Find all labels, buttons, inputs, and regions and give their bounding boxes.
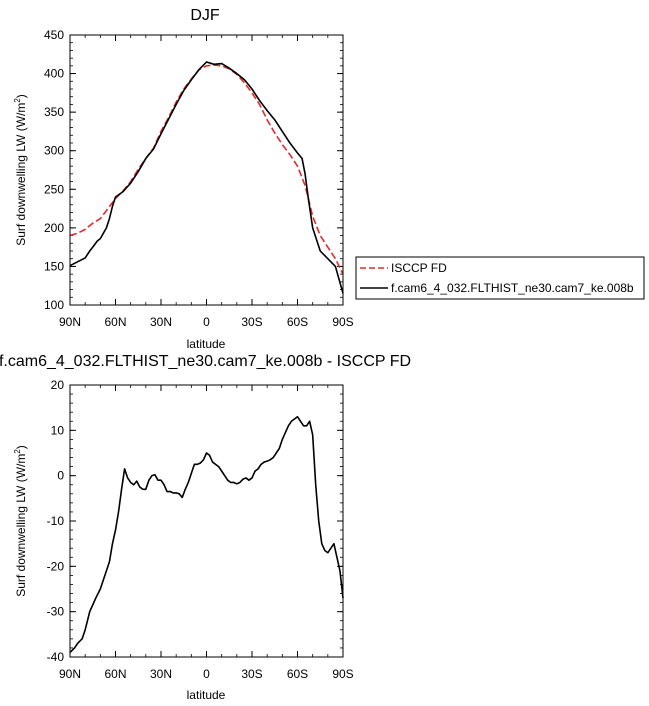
top-xlabel: latitude — [187, 337, 226, 351]
top-plot-frame — [69, 34, 344, 306]
bottom-xtick-labels: 90N 60N 30N 0 30S 60S 90S — [59, 667, 354, 681]
bottom-xtick-label: 90S — [332, 667, 353, 681]
top-panel: DJF 100 150 200 250 300 350 400 450 90N 60N 30N 0 3… — [13, 7, 645, 351]
bottom-ticks — [69, 384, 344, 658]
top-series-line-1 — [69, 61, 344, 294]
bottom-xtick-label: 30N — [150, 667, 172, 681]
bottom-plot-frame — [69, 384, 344, 658]
legend-box — [355, 256, 645, 300]
top-ytick-label: 150 — [44, 259, 64, 273]
legend-label-isccp: ISCCP FD — [391, 261, 447, 275]
top-ylabel-main: Surf downwelling LW (W/m — [14, 103, 28, 246]
bottom-ytick-label: -20 — [47, 559, 65, 573]
bottom-ytick-label: 0 — [57, 469, 64, 483]
bottom-series-line-0 — [69, 415, 344, 654]
top-ytick-label: 250 — [44, 182, 64, 196]
bottom-ytick-label: -10 — [47, 514, 65, 528]
bottom-ylabel-sup: 2 — [13, 449, 22, 454]
legend-label-model: f.cam6_4_032.FLTHIST_ne30.cam7_ke.008b — [391, 281, 634, 295]
bottom-title: f.cam6_4_032.FLTHIST_ne30.cam7_ke.008b -… — [0, 353, 411, 370]
bottom-ytick-label: -40 — [47, 650, 65, 664]
top-xtick-labels: 90N 60N 30N 0 30S 60S 90S — [59, 315, 354, 329]
top-ytick-label: 450 — [44, 28, 64, 42]
top-ticks — [69, 34, 344, 306]
bottom-ylabel-close: ) — [14, 445, 28, 449]
top-xtick-label: 60S — [287, 315, 308, 329]
top-ytick-label: 200 — [44, 221, 64, 235]
bottom-xtick-label: 60S — [287, 667, 308, 681]
top-ylabel-close: ) — [14, 94, 28, 98]
bottom-xtick-label: 60N — [104, 667, 126, 681]
top-xtick-label: 30S — [241, 315, 262, 329]
top-xtick-label: 30N — [150, 315, 172, 329]
bottom-ytick-label: -30 — [47, 605, 65, 619]
top-xtick-label: 0 — [203, 315, 210, 329]
top-ytick-label: 300 — [44, 144, 64, 158]
top-ytick-label: 400 — [44, 67, 64, 81]
bottom-ylabel-main: Surf downwelling LW (W/m — [14, 454, 28, 597]
top-ytick-label: 350 — [44, 105, 64, 119]
bottom-xtick-label: 0 — [203, 667, 210, 681]
bottom-xlabel: latitude — [187, 688, 226, 702]
top-series-line-0 — [69, 64, 344, 275]
top-xtick-label: 90N — [59, 315, 81, 329]
bottom-panel: f.cam6_4_032.FLTHIST_ne30.cam7_ke.008b -… — [0, 353, 411, 702]
bottom-ytick-labels: -40 -30 -20 -10 0 10 20 — [47, 378, 65, 664]
top-ylabel: Surf downwelling LW (W/m2) — [13, 94, 28, 246]
bottom-xtick-label: 90N — [59, 667, 81, 681]
bottom-xtick-label: 30S — [241, 667, 262, 681]
bottom-ytick-label: 10 — [51, 423, 65, 437]
bottom-series-group — [69, 415, 344, 654]
top-xtick-label: 90S — [332, 315, 353, 329]
top-xtick-label: 60N — [104, 315, 126, 329]
legend: ISCCP FD f.cam6_4_032.FLTHIST_ne30.cam7_… — [355, 256, 645, 300]
top-ylabel-sup: 2 — [13, 98, 22, 103]
bottom-ytick-label: 20 — [51, 378, 65, 392]
top-title: DJF — [190, 7, 220, 24]
top-ytick-label: 100 — [44, 298, 64, 312]
bottom-ylabel: Surf downwelling LW (W/m2) — [13, 445, 28, 597]
top-series-group — [69, 61, 344, 294]
top-ytick-labels: 100 150 200 250 300 350 400 450 — [44, 28, 64, 312]
